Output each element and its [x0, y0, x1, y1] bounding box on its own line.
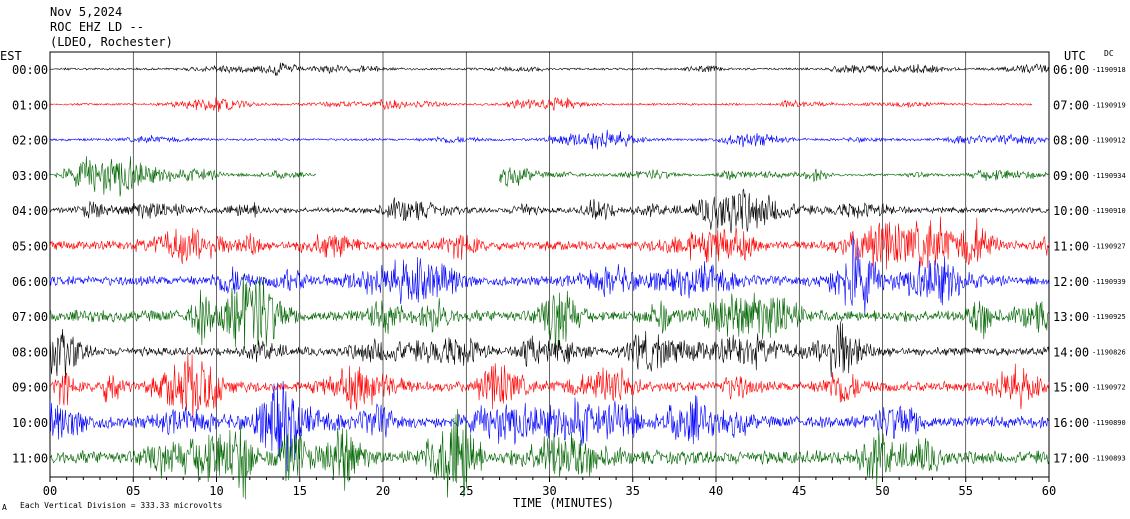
x-tick-label: 05 [126, 484, 140, 498]
est-hour-label: 07:00 [12, 310, 48, 324]
seismic-trace [49, 216, 1050, 274]
dc-offset-header: DC [1104, 49, 1114, 58]
seismic-trace [49, 321, 1050, 380]
left-timezone-label: EST [0, 49, 22, 63]
dc-offset-label: -1190972 [1092, 384, 1126, 392]
est-hour-label: 10:00 [12, 416, 48, 430]
dc-offset-label: -1190826 [1092, 348, 1126, 356]
right-timezone-label: UTC [1064, 49, 1086, 63]
seismic-trace [49, 156, 317, 197]
chart-date: Nov 5,2024 [50, 5, 123, 19]
x-tick-label: 10 [209, 484, 223, 498]
seismic-trace [49, 353, 1050, 422]
x-tick-label: 60 [1042, 484, 1056, 498]
dc-offset-label: -1190919 [1092, 101, 1126, 109]
seismic-trace [49, 188, 1049, 234]
x-tick-label: 40 [709, 484, 723, 498]
utc-hour-label: 11:00 [1053, 240, 1089, 254]
est-hour-label: 09:00 [12, 381, 48, 395]
dc-offset-label: -1190893 [1092, 454, 1126, 462]
dc-offset-label: -1190939 [1092, 278, 1126, 286]
est-hour-label: 00:00 [12, 63, 48, 77]
dc-offset-label: -1190934 [1092, 172, 1126, 180]
seismic-trace [49, 62, 1050, 77]
utc-hour-label: 10:00 [1053, 204, 1089, 218]
est-hour-label: 06:00 [12, 275, 48, 289]
dc-offset-label: -1190912 [1092, 137, 1126, 145]
seismic-trace [499, 167, 1049, 187]
utc-hour-label: 17:00 [1053, 451, 1089, 465]
utc-hour-label: 06:00 [1053, 63, 1089, 77]
dc-offset-label: -1190910 [1092, 207, 1126, 215]
est-hour-label: 02:00 [12, 134, 48, 148]
est-hour-label: 11:00 [12, 451, 48, 465]
chart-title: ROC EHZ LD -- [50, 20, 144, 34]
utc-hour-label: 16:00 [1053, 416, 1089, 430]
est-hour-label: 04:00 [12, 204, 48, 218]
utc-hour-label: 07:00 [1053, 98, 1089, 112]
est-hour-label: 03:00 [12, 169, 48, 183]
corner-mark: A [2, 503, 7, 512]
x-tick-label: 45 [792, 484, 806, 498]
dc-offset-label: -1190918 [1092, 66, 1126, 74]
x-tick-label: 30 [542, 484, 556, 498]
dc-offset-label: -1190925 [1092, 313, 1126, 321]
utc-hour-label: 12:00 [1053, 275, 1089, 289]
utc-hour-label: 14:00 [1053, 345, 1089, 359]
seismic-trace [49, 96, 1033, 113]
x-axis-label: TIME (MINUTES) [513, 496, 615, 510]
est-hour-label: 08:00 [12, 345, 48, 359]
x-tick-label: 55 [959, 484, 973, 498]
scale-note: Each Vertical Division = 333.33 microvol… [20, 501, 223, 510]
utc-hour-label: 13:00 [1053, 310, 1089, 324]
x-tick-label: 50 [875, 484, 889, 498]
est-hour-label: 01:00 [12, 98, 48, 112]
utc-hour-label: 09:00 [1053, 169, 1089, 183]
x-tick-label: 20 [376, 484, 390, 498]
x-tick-label: 15 [293, 484, 307, 498]
seismic-trace [49, 235, 1050, 314]
utc-hour-label: 15:00 [1053, 381, 1089, 395]
est-hour-label: 05:00 [12, 240, 48, 254]
x-tick-label: 00 [43, 484, 57, 498]
dc-offset-label: -1190890 [1092, 419, 1126, 427]
seismic-trace [49, 380, 1050, 472]
seismic-trace [49, 274, 1050, 359]
x-tick-label: 25 [459, 484, 473, 498]
chart-network: (LDEO, Rochester) [50, 35, 173, 49]
seismic-trace [49, 409, 1050, 500]
x-tick-label: 35 [626, 484, 640, 498]
dc-offset-label: -1190927 [1092, 243, 1126, 251]
seismic-trace [49, 129, 1050, 150]
utc-hour-label: 08:00 [1053, 134, 1089, 148]
